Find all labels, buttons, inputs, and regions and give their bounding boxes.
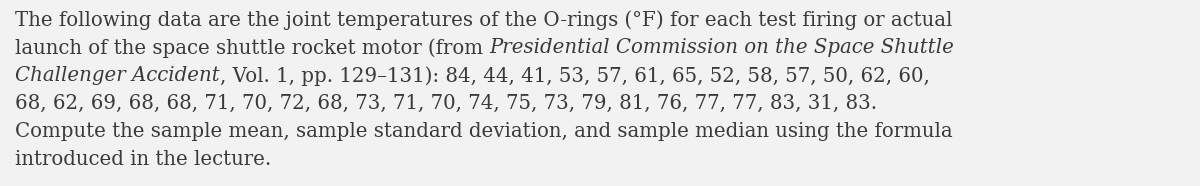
Text: launch of the space shuttle rocket motor (from: launch of the space shuttle rocket motor… [14, 38, 490, 58]
Text: 68, 62, 69, 68, 68, 71, 70, 72, 68, 73, 71, 70, 74, 75, 73, 79, 81, 76, 77, 77, : 68, 62, 69, 68, 68, 71, 70, 72, 68, 73, … [14, 94, 877, 113]
Text: introduced in the lecture.: introduced in the lecture. [14, 150, 271, 169]
Text: Compute the sample mean, sample standard deviation, and sample median using the : Compute the sample mean, sample standard… [14, 122, 953, 141]
Text: Challenger Accident: Challenger Accident [14, 66, 220, 85]
Text: The following data are the joint temperatures of the O-rings (°F) for each test : The following data are the joint tempera… [14, 10, 953, 30]
Text: , Vol. 1, pp. 129–131): 84, 44, 41, 53, 57, 61, 65, 52, 58, 57, 50, 62, 60,: , Vol. 1, pp. 129–131): 84, 44, 41, 53, … [220, 66, 930, 86]
Text: Presidential Commission on the Space Shuttle: Presidential Commission on the Space Shu… [490, 38, 954, 57]
